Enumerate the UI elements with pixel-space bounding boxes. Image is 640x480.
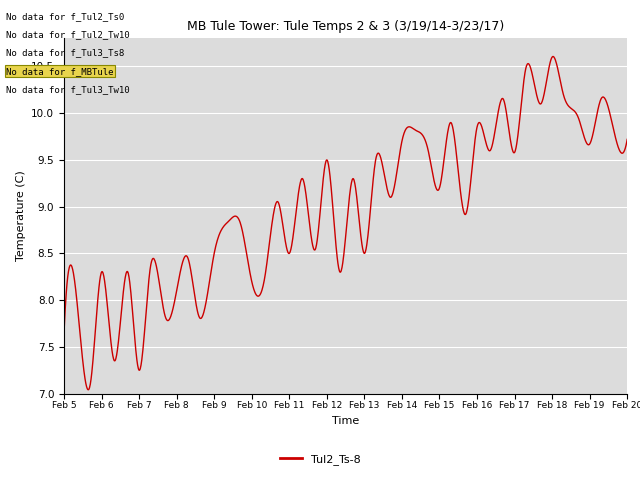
Legend: Tul2_Ts-8: Tul2_Ts-8 [275,450,365,469]
Text: No data for f_Tul2_Ts0: No data for f_Tul2_Ts0 [6,12,125,21]
Text: No data for f_Tul2_Tw10: No data for f_Tul2_Tw10 [6,30,130,39]
Text: No data for f_MBTule: No data for f_MBTule [6,67,114,76]
Title: MB Tule Tower: Tule Temps 2 & 3 (3/19/14-3/23/17): MB Tule Tower: Tule Temps 2 & 3 (3/19/14… [187,20,504,33]
X-axis label: Time: Time [332,416,359,426]
Text: No data for f_Tul3_Ts8: No data for f_Tul3_Ts8 [6,48,125,58]
Y-axis label: Temperature (C): Temperature (C) [15,170,26,262]
Text: No data for f_Tul3_Tw10: No data for f_Tul3_Tw10 [6,85,130,94]
